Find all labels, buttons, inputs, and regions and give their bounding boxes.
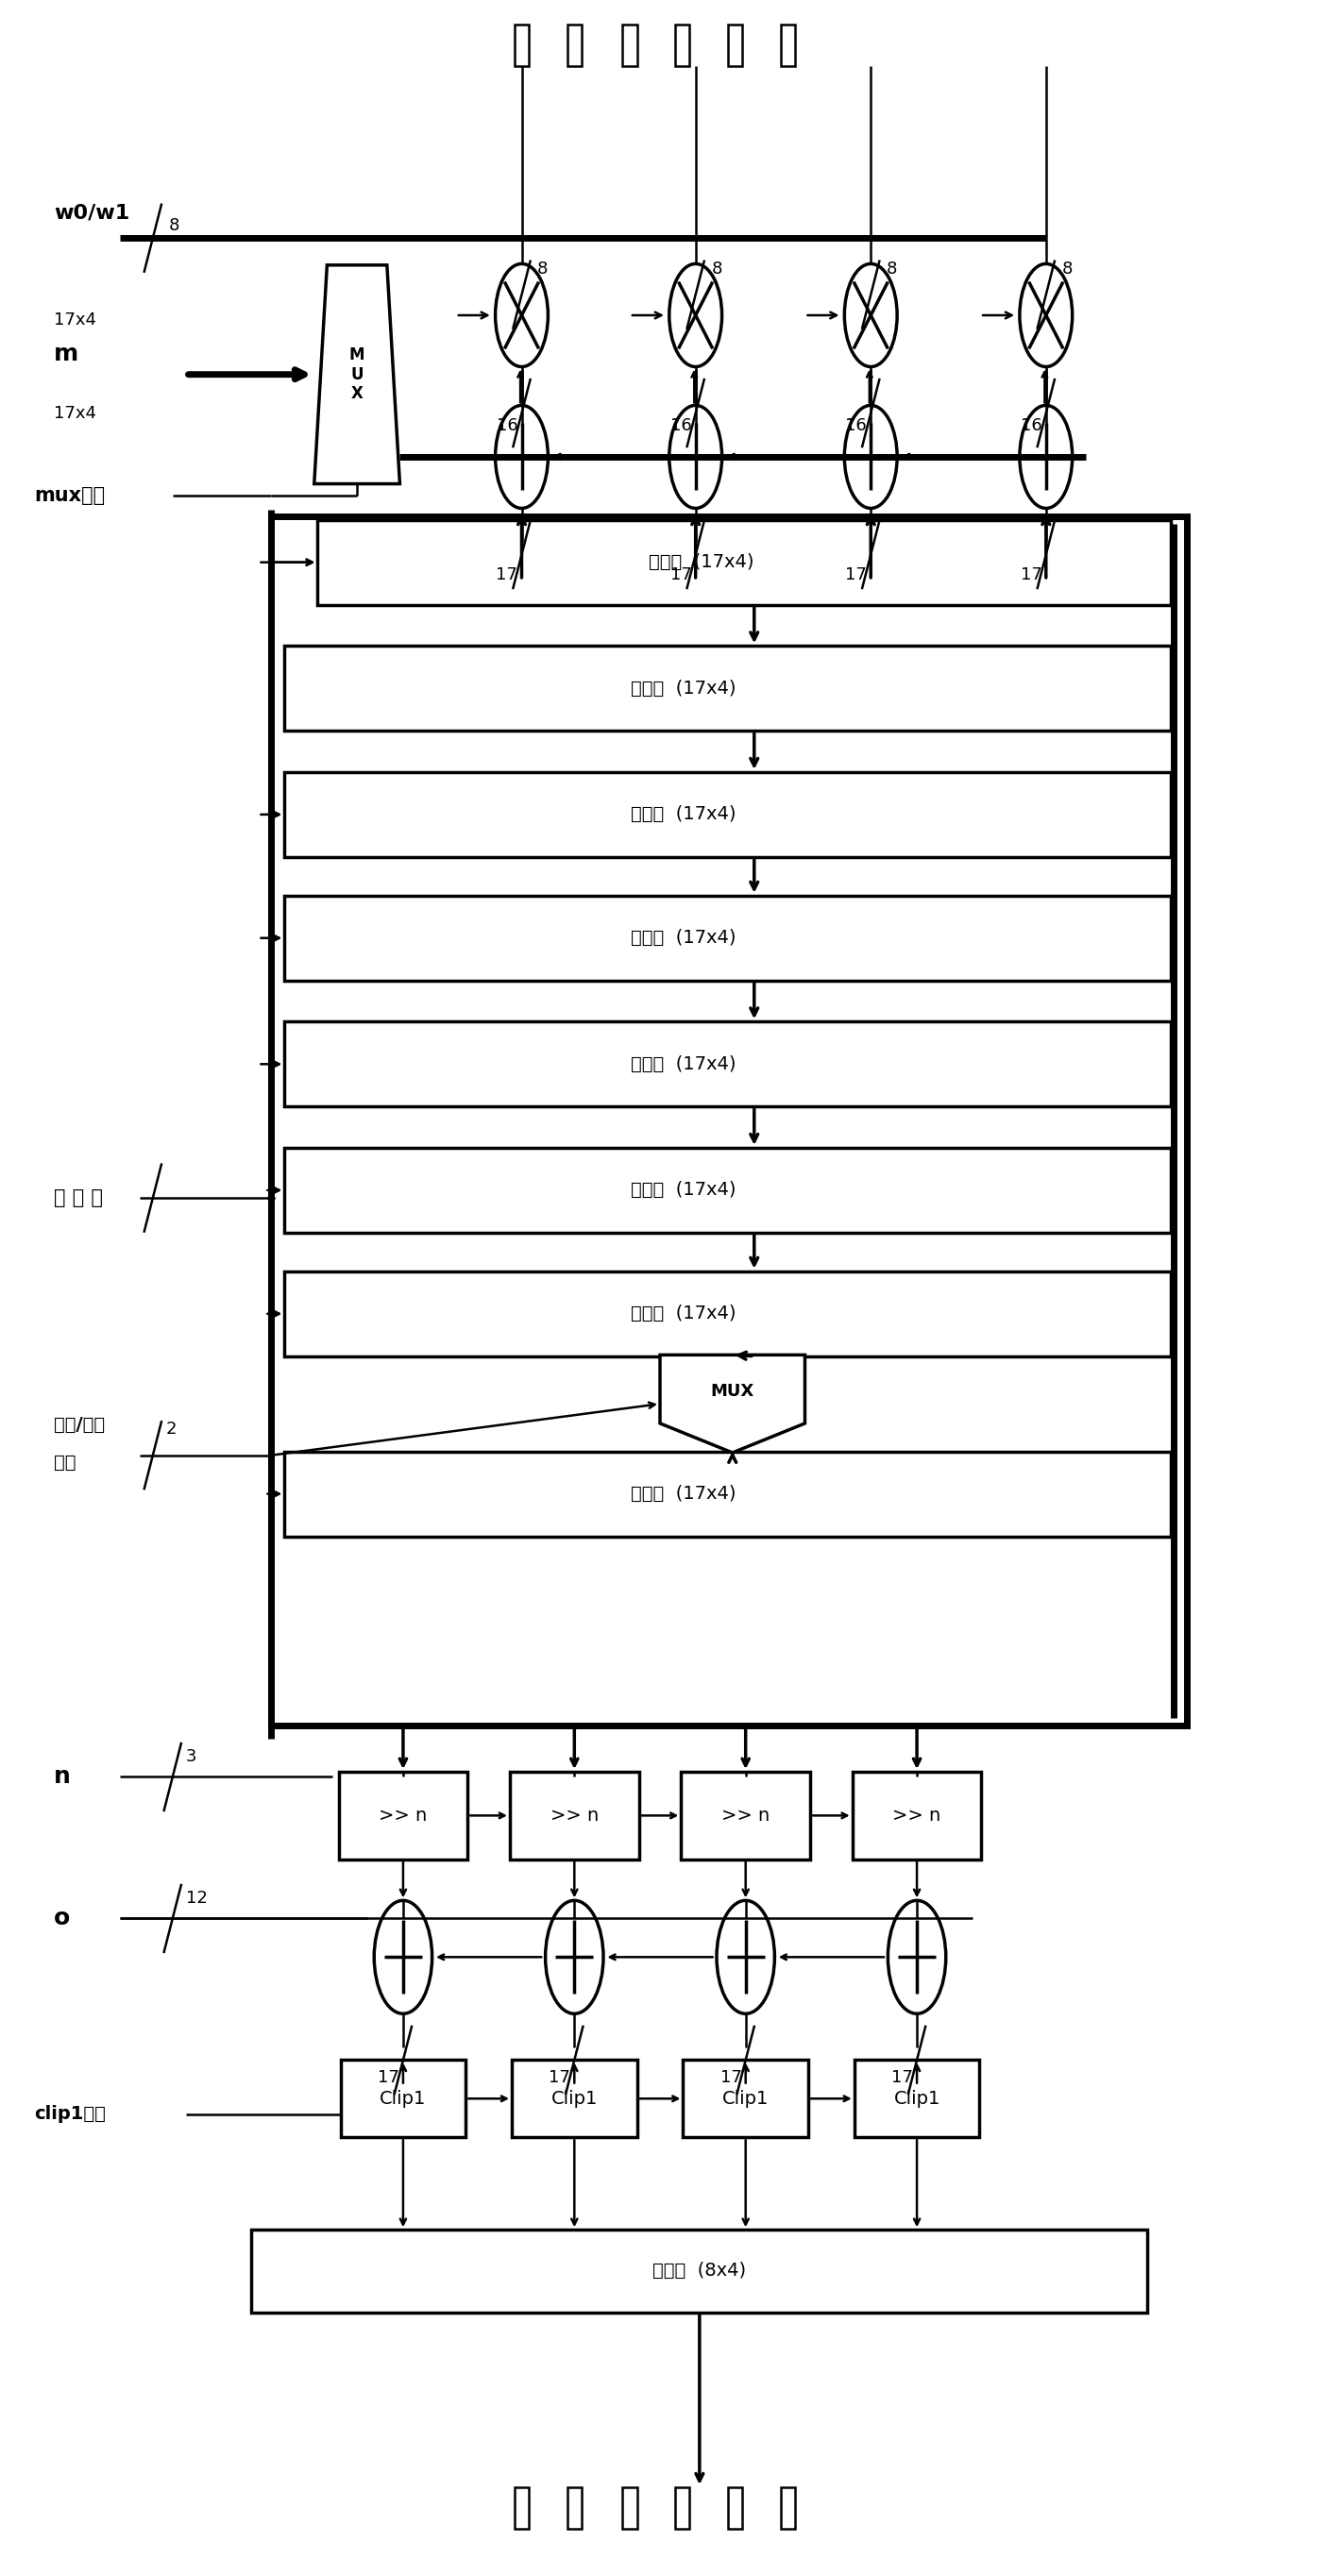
Bar	[252, 2231, 1147, 2313]
Text: 17: 17	[1020, 567, 1041, 585]
Circle shape	[1019, 263, 1072, 366]
Bar	[780, 2488, 795, 2530]
Circle shape	[845, 404, 898, 507]
Text: 17: 17	[378, 2069, 399, 2087]
Text: 12: 12	[186, 1888, 207, 1906]
Text: 寄存器  (17x4): 寄存器 (17x4)	[631, 1056, 737, 1074]
Text: MUX: MUX	[710, 1383, 754, 1399]
Text: Clip1: Clip1	[380, 2089, 426, 2107]
Text: 8: 8	[887, 260, 898, 278]
Text: 17: 17	[891, 2069, 913, 2087]
Text: 8: 8	[169, 216, 180, 234]
Text: n: n	[54, 1765, 71, 1788]
Bar	[623, 23, 638, 64]
Bar	[341, 2061, 466, 2138]
Bar	[568, 2488, 582, 2530]
Bar	[512, 2061, 638, 2138]
Text: 16: 16	[496, 417, 517, 435]
Text: mux【】: mux【】	[34, 487, 106, 505]
Text: >> n: >> n	[550, 1806, 598, 1824]
Text: 2: 2	[166, 1422, 177, 1437]
Polygon shape	[314, 265, 400, 484]
Polygon shape	[660, 1355, 805, 1453]
Bar	[318, 520, 1171, 605]
Bar	[515, 2488, 529, 2530]
Text: 16: 16	[845, 417, 867, 435]
Circle shape	[495, 263, 548, 366]
Text: Clip1: Clip1	[550, 2089, 598, 2107]
Text: m: m	[54, 343, 79, 366]
Text: 行列/列数: 行列/列数	[54, 1414, 106, 1432]
Bar	[675, 23, 689, 64]
Bar	[727, 23, 742, 64]
Text: 8: 8	[711, 260, 722, 278]
Text: Clip1: Clip1	[722, 2089, 770, 2107]
Bar	[727, 2488, 742, 2530]
Text: 寄存器  (17x4): 寄存器 (17x4)	[631, 1306, 737, 1321]
Bar	[285, 896, 1171, 981]
Text: 17: 17	[496, 567, 517, 585]
Text: 17x4: 17x4	[54, 404, 96, 422]
Bar	[285, 1149, 1171, 1234]
Circle shape	[374, 1901, 432, 2014]
Bar	[515, 23, 529, 64]
Text: >> n: >> n	[722, 1806, 770, 1824]
Text: 16: 16	[1020, 417, 1041, 435]
Text: 17: 17	[845, 567, 867, 585]
Circle shape	[545, 1901, 603, 2014]
Bar	[780, 23, 795, 64]
Circle shape	[669, 404, 722, 507]
Bar	[854, 2061, 979, 2138]
Bar	[675, 2488, 689, 2530]
Bar	[510, 1772, 639, 1860]
Text: 17x4: 17x4	[54, 312, 96, 330]
Bar	[681, 1772, 810, 1860]
Text: >> n: >> n	[892, 1806, 941, 1824]
Text: clip1【】: clip1【】	[34, 2105, 106, 2123]
Text: 行列: 行列	[54, 1453, 77, 1471]
Text: 17: 17	[671, 567, 692, 585]
Bar	[568, 23, 582, 64]
Circle shape	[845, 263, 898, 366]
Text: 3: 3	[186, 1749, 197, 1765]
Text: 17: 17	[721, 2069, 742, 2087]
Bar	[285, 1273, 1171, 1355]
Circle shape	[495, 404, 548, 507]
Text: Clip1: Clip1	[894, 2089, 940, 2107]
Text: 8: 8	[537, 260, 548, 278]
Text: w0/w1: w0/w1	[54, 204, 129, 222]
Circle shape	[1019, 404, 1072, 507]
Circle shape	[888, 1901, 946, 2014]
Text: 寄存器  (8x4): 寄存器 (8x4)	[652, 2262, 746, 2280]
Bar	[682, 2061, 808, 2138]
Text: 寄存器  (17x4): 寄存器 (17x4)	[631, 930, 737, 948]
Bar	[285, 1450, 1171, 1535]
Bar	[285, 1023, 1171, 1108]
Bar	[338, 1772, 467, 1860]
Text: 8: 8	[1061, 260, 1073, 278]
Text: o: o	[54, 1906, 70, 1929]
Text: 行 列 数: 行 列 数	[54, 1188, 103, 1208]
Text: M
U
X: M U X	[350, 345, 364, 402]
Text: 16: 16	[671, 417, 692, 435]
Circle shape	[717, 1901, 775, 2014]
Text: 寄存器  (17x4): 寄存器 (17x4)	[649, 554, 754, 572]
Circle shape	[669, 263, 722, 366]
Text: 寄存器  (17x4): 寄存器 (17x4)	[631, 680, 737, 698]
Bar	[285, 773, 1171, 858]
Text: 17: 17	[549, 2069, 570, 2087]
Bar	[853, 1772, 982, 1860]
Text: 寄存器  (17x4): 寄存器 (17x4)	[631, 1182, 737, 1200]
Bar	[272, 515, 1187, 1726]
Text: 寄存器  (17x4): 寄存器 (17x4)	[631, 806, 737, 824]
Text: 寄存器  (17x4): 寄存器 (17x4)	[631, 1484, 737, 1502]
Bar	[285, 647, 1171, 732]
Text: >> n: >> n	[379, 1806, 428, 1824]
Bar	[623, 2488, 638, 2530]
